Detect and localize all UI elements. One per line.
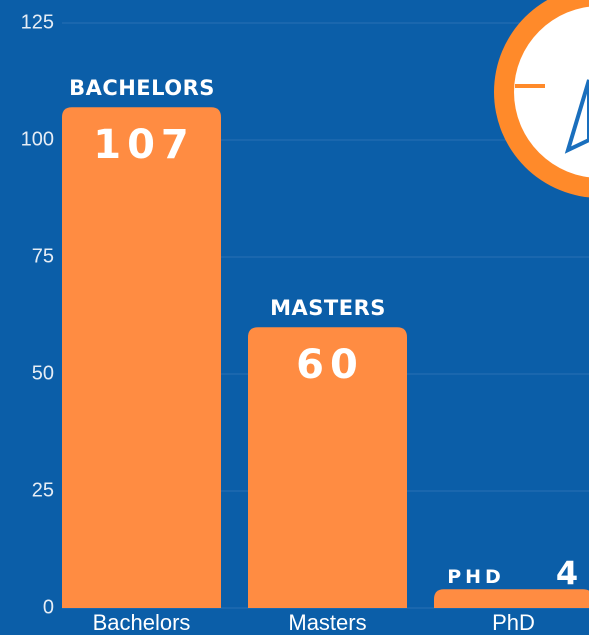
y-tick-label: 75 — [32, 245, 54, 267]
y-tick-label: 0 — [43, 596, 54, 618]
bar-label: BACHELORS — [69, 76, 215, 100]
bar-label: PHD — [447, 566, 505, 588]
clock-face — [514, 6, 589, 178]
value-label: 107 — [93, 122, 195, 168]
x-tick-label: Bachelors — [93, 610, 191, 635]
x-tick-label: Masters — [288, 610, 366, 635]
bars — [62, 107, 589, 609]
x-tick-label: PhD — [492, 610, 535, 635]
y-tick-label: 125 — [21, 11, 54, 33]
y-tick-label: 100 — [21, 128, 54, 150]
bar — [248, 327, 407, 608]
clock-hand — [564, 79, 589, 154]
y-tick-label: 25 — [32, 479, 54, 501]
bar — [62, 107, 221, 609]
value-label: 4 — [556, 554, 584, 592]
bar-label: MASTERS — [270, 296, 386, 320]
clock-icon — [494, 0, 589, 198]
y-tick-label: 50 — [32, 362, 54, 384]
bar — [434, 589, 589, 608]
value-label: 60 — [296, 342, 364, 388]
